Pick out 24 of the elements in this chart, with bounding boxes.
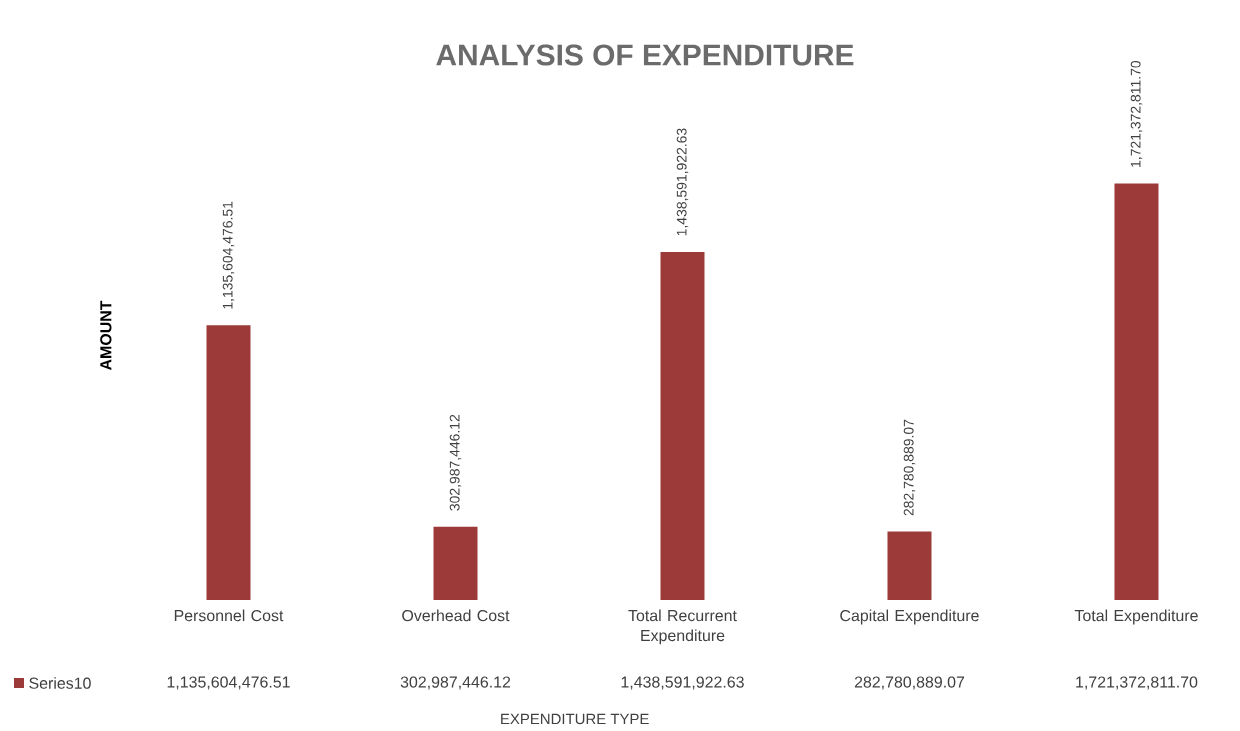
text: 302,987,446.12: [449, 414, 462, 511]
bar: [660, 251, 705, 600]
text: 1,438,591,922.63: [676, 128, 689, 236]
data-label: 282,780,889.07: [854, 676, 965, 690]
chart-title: ANALYSIS OF EXPENDITURE: [436, 44, 854, 66]
y-axis-title: AMOUNT: [100, 300, 112, 371]
x-tick-label: Overhead Cost: [402, 609, 510, 622]
bar: [433, 526, 478, 600]
text: 1,721,372,811.70: [1130, 60, 1143, 167]
text: 1,135,604,476.51: [222, 201, 235, 309]
x-tick-label: Capital Expenditure: [840, 609, 979, 625]
x-tick-label: Total Expenditure: [1074, 609, 1198, 625]
x-tick-label: Total Recurrent Expenditure: [628, 609, 737, 645]
text: 282,780,889.07: [903, 419, 916, 516]
data-label: 1,721,372,811.70: [1076, 676, 1198, 690]
bar: [1114, 183, 1159, 600]
legend-label: Series10: [29, 677, 91, 689]
data-label: 1,438,591,922.63: [621, 676, 744, 690]
x-axis-title: EXPENDITURE TYPE: [501, 713, 649, 725]
x-tick-label: Personnel Cost: [174, 609, 284, 622]
bar: [206, 325, 251, 600]
bar: [887, 531, 932, 600]
data-label: 1,135,604,476.51: [167, 676, 290, 690]
data-label: 302,987,446.12: [400, 676, 511, 690]
